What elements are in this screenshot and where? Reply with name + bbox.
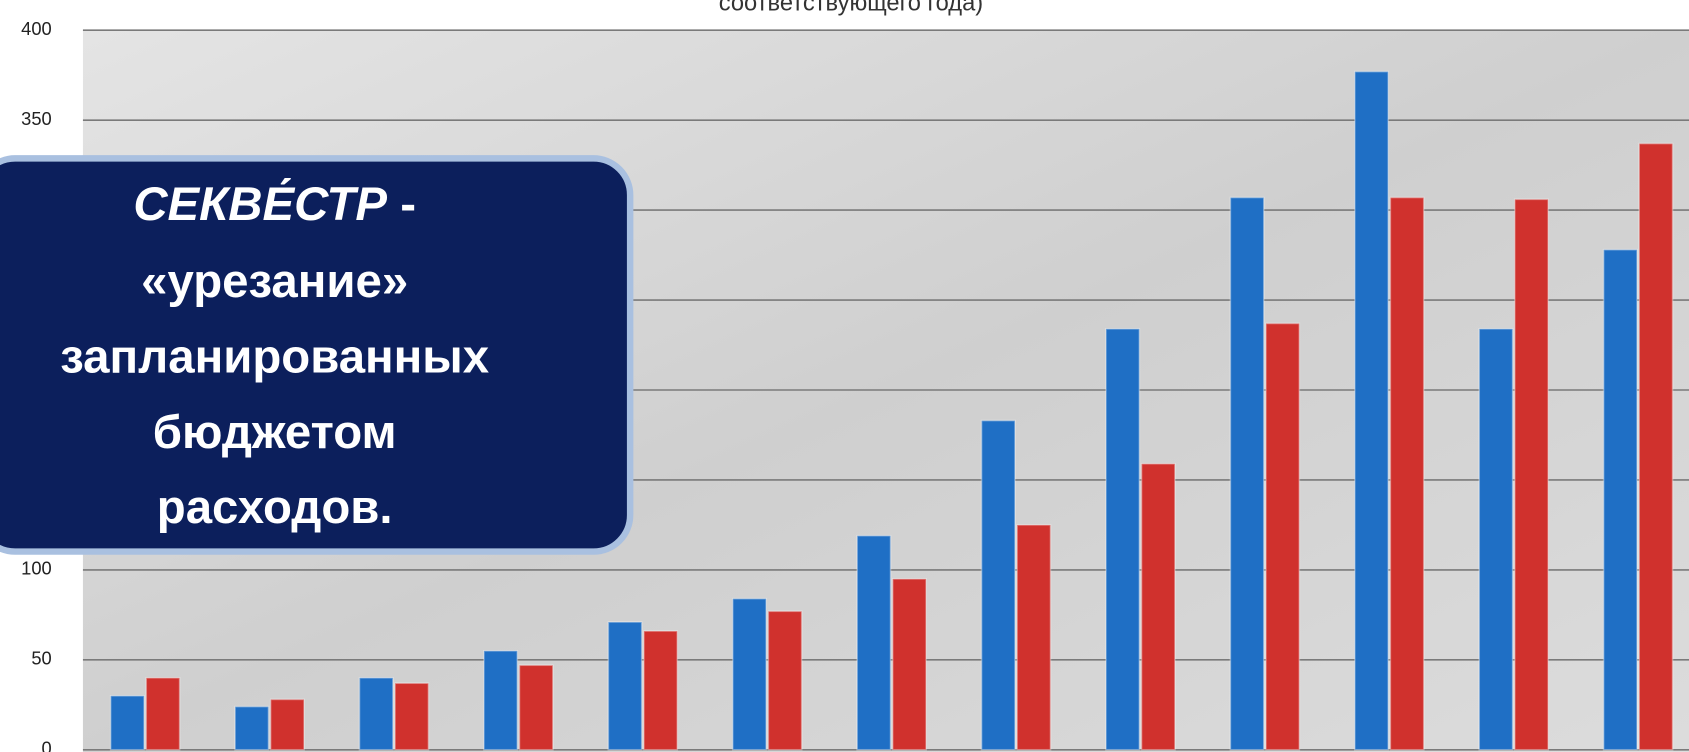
- callout-line: бюджетом: [153, 406, 397, 459]
- bar: [1354, 70, 1390, 751]
- y-tick-label: 100: [21, 558, 52, 579]
- bar: [767, 610, 803, 751]
- bar: [1478, 328, 1514, 751]
- callout-box: [0, 155, 634, 555]
- bar: [1265, 322, 1301, 751]
- bar: [269, 698, 305, 751]
- bar: [358, 677, 394, 751]
- bar: [483, 650, 519, 751]
- bar: [856, 534, 892, 751]
- bar: [1638, 142, 1674, 751]
- y-tick-label: 400: [21, 18, 52, 39]
- callout-term-line: СЕКВЕ́СТР -: [133, 177, 416, 231]
- bar: [1016, 524, 1052, 751]
- bar: [1229, 196, 1265, 751]
- bar: [891, 578, 927, 751]
- bar: [1602, 248, 1638, 751]
- chart-subtitle: соответствующего года): [719, 0, 983, 17]
- callout-line: расходов.: [157, 481, 393, 534]
- bar: [234, 705, 270, 751]
- bar: [643, 630, 679, 751]
- bar: [731, 597, 767, 751]
- callout-term: СЕКВЕ́СТР: [133, 177, 387, 231]
- y-tick-label: 350: [21, 108, 52, 129]
- callout: СЕКВЕ́СТР - «урезание» запланированных бюд…: [0, 155, 634, 555]
- y-tick-label: 0: [42, 738, 52, 752]
- y-tick-label: 50: [31, 648, 51, 669]
- callout-line: «урезание»: [141, 255, 408, 308]
- bar: [1513, 198, 1549, 751]
- bar: [394, 682, 430, 751]
- bar: [607, 621, 643, 751]
- bar: [145, 677, 181, 751]
- callout-line: запланированных: [60, 330, 489, 383]
- bar: [1389, 196, 1425, 751]
- callout-dash: -: [400, 177, 416, 230]
- bar: [980, 419, 1016, 751]
- bar: [518, 664, 554, 751]
- bar: [109, 695, 145, 751]
- bar: [1140, 462, 1176, 751]
- bar: [1105, 328, 1141, 751]
